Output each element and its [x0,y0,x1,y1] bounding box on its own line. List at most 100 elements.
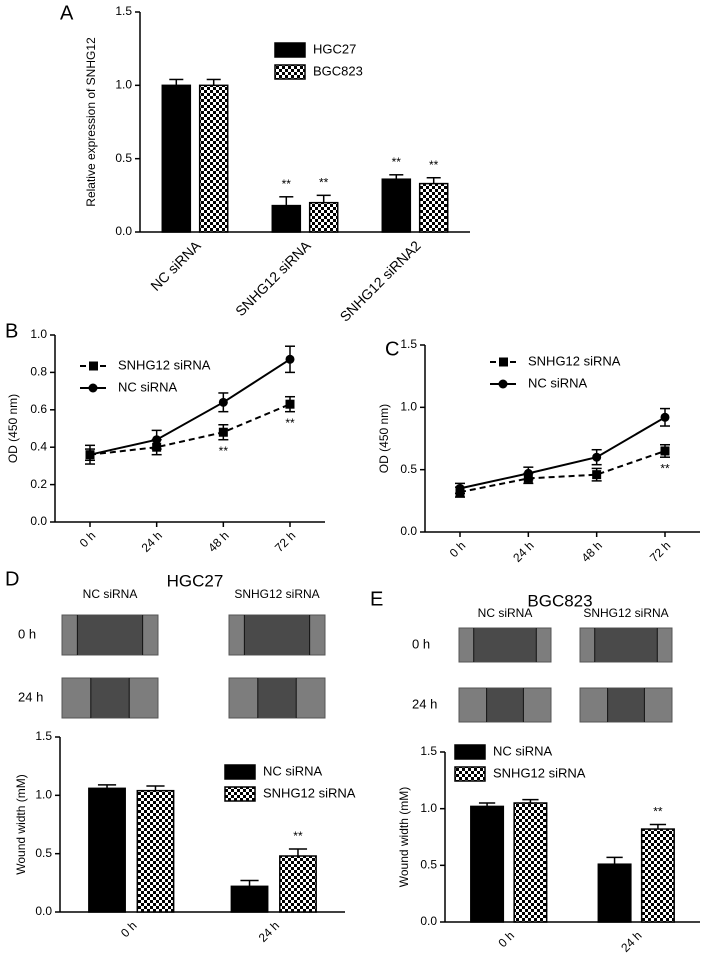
y-tick-label: 0.4 [30,439,47,453]
y-tick-label: 0.0 [115,224,132,238]
panel-title: HGC27 [167,571,224,590]
marker [218,397,228,407]
legend-label: SNHG12 siRNA [528,353,621,368]
line [89,403,291,456]
marker [85,450,95,460]
bar [308,201,339,233]
wound-gap [473,628,537,662]
x-tick-label: 24 h [256,918,282,944]
significance: ** [429,158,439,172]
significance: ** [282,177,292,191]
line [459,450,666,494]
x-tick-label: 48 h [205,528,231,554]
bar [230,885,269,913]
image-row-label: 24 h [412,696,437,711]
legend-label: SNHG12 siRNA [263,785,356,800]
y-tick-label: 1.0 [30,327,47,341]
line [89,358,291,456]
y-tick-label: 0.0 [30,514,47,528]
y-tick-label: 1.5 [400,337,417,351]
legend-swatch [274,42,306,58]
image-row-label: 0 h [412,636,430,651]
marker [455,483,465,493]
bar [640,828,675,923]
image-column-label: SNHG12 siRNA [234,587,319,601]
significance: ** [660,461,670,475]
panel-letter: E [370,588,383,610]
y-axis-label: Wound width (mM) [397,787,411,887]
bar [597,863,632,923]
legend-marker [88,383,98,393]
y-tick-label: 0.6 [30,402,47,416]
legend-label: HGC27 [313,41,356,56]
y-tick-label: 1.5 [420,744,437,758]
panel-letter: B [5,320,18,342]
bar [88,787,126,913]
x-tick-label: 24 h [510,538,536,564]
y-tick-label: 0.5 [420,858,437,872]
y-tick-label: 1.0 [115,78,132,92]
image-row-label: 0 h [18,626,36,641]
legend-marker [499,357,508,367]
x-tick-label: NC siRNA [147,237,204,294]
panel-letter: D [5,568,19,590]
wound-gap [257,678,297,718]
y-tick-label: 0.5 [115,151,132,165]
legend-label: SNHG12 siRNA [493,765,586,780]
x-tick-label: SNHG12 siRNA [232,237,314,319]
line [459,416,666,490]
x-tick-label: 72 h [272,528,298,554]
legend-swatch [224,786,256,802]
legend-label: BGC823 [313,63,363,78]
legend-label: NC siRNA [263,763,323,778]
panel-letter: A [60,2,74,24]
y-axis-label: Wound width (mM) [14,774,28,874]
wound-gap [486,688,524,722]
legend-marker [89,361,98,371]
significance: ** [653,805,663,819]
x-tick-label: 0 h [77,528,99,550]
x-tick-label: 48 h [579,538,605,564]
legend-swatch [224,764,256,780]
bar [161,84,192,233]
y-tick-label: 0.2 [30,477,47,491]
bar [136,789,175,913]
y-tick-label: 1.0 [420,801,437,815]
y-tick-label: 0.0 [420,914,437,928]
y-tick-label: 1.0 [400,400,417,414]
image-column-label: SNHG12 siRNA [583,606,668,620]
wound-gap [607,688,645,722]
legend-label: NC siRNA [528,375,588,390]
y-tick-label: 1.0 [35,788,52,802]
y-tick-label: 1.5 [115,4,132,18]
legend-swatch [454,744,486,760]
y-tick-label: 0.0 [400,524,417,538]
marker [660,412,670,422]
y-axis-label: Relative expression of SNHG12 [84,37,98,207]
panel-title: BGC823 [527,591,592,610]
x-tick-label: 0 h [495,928,517,950]
marker [285,354,295,364]
y-tick-label: 0.0 [35,904,52,918]
x-tick-label: 24 h [139,528,165,554]
x-tick-label: SNHG12 siRNA2 [337,237,424,324]
y-tick-label: 0.5 [400,462,417,476]
significance: ** [285,416,295,430]
y-tick-label: 0.5 [35,846,52,860]
x-tick-label: 24 h [618,928,644,954]
bar [418,182,449,233]
bar [381,178,412,233]
wound-gap [77,615,143,655]
x-tick-label: 0 h [447,538,469,560]
marker [592,470,602,480]
y-tick-label: 1.5 [35,729,52,743]
marker [285,399,295,409]
image-row-label: 24 h [18,689,43,704]
x-tick-label: 72 h [647,538,673,564]
significance: ** [392,155,402,169]
marker [660,446,670,456]
legend-marker [498,379,508,389]
marker [218,427,228,437]
